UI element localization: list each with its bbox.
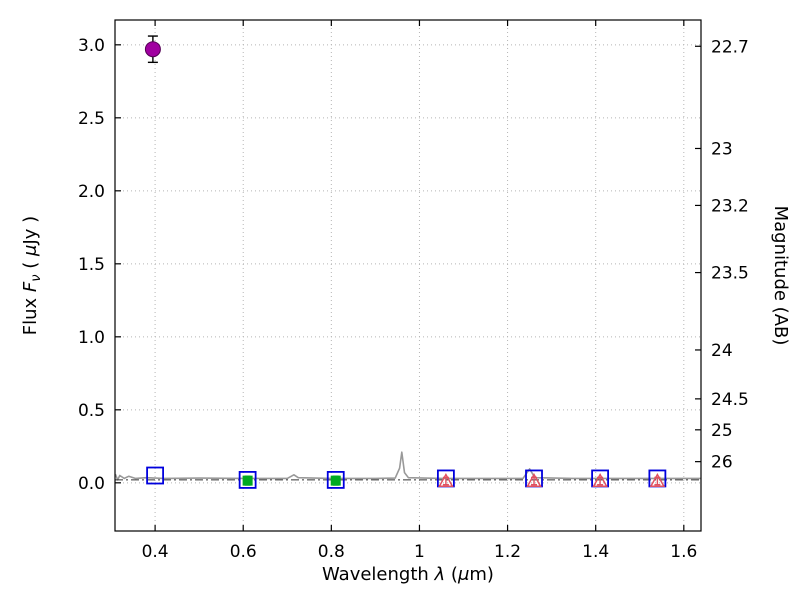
right-tick-label: 22.7 bbox=[711, 37, 749, 57]
upper-limits-red-triangles-marker bbox=[526, 473, 542, 488]
right-axis-label: Magnitude (AB) bbox=[770, 206, 791, 346]
y-tick-label: 0.5 bbox=[78, 401, 105, 421]
model-photometry-blue-squares-marker bbox=[238, 470, 257, 489]
x-tick-label: 0.6 bbox=[230, 542, 257, 562]
detections-green-squares-marker bbox=[242, 475, 253, 486]
x-axis-label: Wavelength λ (μm) bbox=[322, 564, 494, 585]
x-tick-label: 0.8 bbox=[318, 542, 345, 562]
model-photometry-blue-squares-marker bbox=[326, 470, 345, 489]
y-axis-label: Flux Fν ( μJy ) bbox=[20, 216, 44, 335]
right-tick-label: 26 bbox=[711, 453, 733, 473]
ticks bbox=[115, 20, 701, 531]
model-photometry-blue-squares-marker bbox=[146, 466, 164, 485]
detection-magenta-circle-marker bbox=[144, 41, 161, 58]
upper-limits-red-triangles-marker bbox=[649, 473, 666, 488]
y-tick-label: 3.0 bbox=[78, 36, 105, 56]
y-tick-label: 0.0 bbox=[78, 474, 105, 494]
y-tick-label: 1.0 bbox=[78, 328, 105, 348]
upper-limits-red-triangles bbox=[438, 473, 666, 488]
detection-magenta-circle bbox=[144, 35, 161, 64]
x-tick-label: 0.4 bbox=[142, 542, 169, 562]
x-tick-label: 1.2 bbox=[494, 542, 521, 562]
axes-box bbox=[114, 19, 702, 532]
right-tick-label: 24.5 bbox=[711, 390, 749, 410]
upper-limits-red-triangles-marker bbox=[438, 473, 454, 488]
right-tick-label: 23.2 bbox=[711, 196, 749, 216]
y-tick-label: 1.5 bbox=[78, 255, 105, 275]
y-tick-label: 2.0 bbox=[78, 182, 105, 202]
model-spectrum bbox=[114, 451, 701, 481]
grid bbox=[115, 20, 701, 531]
x-tick-label: 1.6 bbox=[670, 542, 697, 562]
detections-green-squares-marker bbox=[330, 475, 341, 486]
right-tick-label: 23.5 bbox=[711, 264, 749, 284]
right-tick-label: 25 bbox=[711, 421, 733, 441]
detections-green-squares bbox=[242, 475, 341, 486]
upper-limits-red-triangles-marker bbox=[592, 473, 608, 488]
right-tick-label: 23 bbox=[711, 139, 733, 159]
x-tick-label: 1 bbox=[414, 542, 425, 562]
y-tick-label: 2.5 bbox=[78, 109, 105, 129]
right-tick-label: 24 bbox=[711, 341, 733, 361]
x-tick-label: 1.4 bbox=[582, 542, 609, 562]
